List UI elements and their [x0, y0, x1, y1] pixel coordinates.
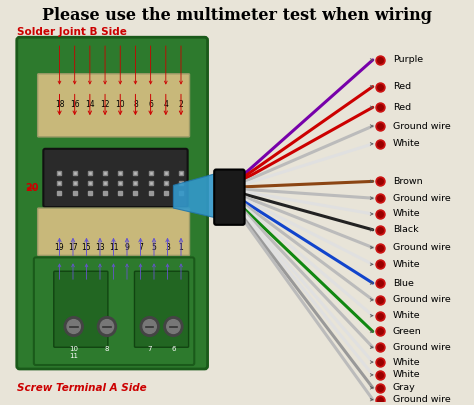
- Text: White: White: [392, 139, 420, 148]
- Text: White: White: [392, 371, 420, 379]
- Circle shape: [143, 320, 156, 333]
- FancyBboxPatch shape: [17, 37, 208, 369]
- Text: 5: 5: [152, 243, 156, 252]
- Text: Ground wire: Ground wire: [392, 194, 450, 202]
- Text: White: White: [392, 311, 420, 320]
- FancyBboxPatch shape: [214, 170, 245, 225]
- Text: 8: 8: [133, 100, 138, 109]
- Text: Red: Red: [392, 103, 411, 112]
- Text: Ground wire: Ground wire: [392, 343, 450, 352]
- Text: 7: 7: [147, 346, 152, 352]
- Text: 14: 14: [85, 100, 95, 109]
- Text: Brown: Brown: [392, 177, 422, 186]
- Circle shape: [167, 320, 180, 333]
- Text: 6: 6: [148, 100, 153, 109]
- Text: White: White: [392, 260, 420, 269]
- FancyBboxPatch shape: [37, 74, 190, 137]
- FancyBboxPatch shape: [34, 258, 194, 365]
- Text: 9: 9: [125, 243, 129, 252]
- Text: Ground wire: Ground wire: [392, 395, 450, 404]
- Text: Blue: Blue: [392, 279, 413, 288]
- Text: 1: 1: [179, 243, 183, 252]
- Text: Solder Joint B Side: Solder Joint B Side: [17, 28, 127, 37]
- Text: Gray: Gray: [392, 383, 415, 392]
- Circle shape: [98, 317, 117, 337]
- Circle shape: [140, 317, 159, 337]
- Text: 13: 13: [95, 243, 105, 252]
- Text: 4: 4: [164, 100, 168, 109]
- Text: White: White: [392, 358, 420, 367]
- Text: White: White: [392, 209, 420, 218]
- Text: 10
11: 10 11: [69, 346, 78, 359]
- FancyBboxPatch shape: [37, 208, 190, 256]
- Text: Red: Red: [392, 82, 411, 91]
- Text: 19: 19: [55, 243, 64, 252]
- Text: 2: 2: [179, 100, 183, 109]
- FancyBboxPatch shape: [54, 271, 108, 347]
- FancyBboxPatch shape: [135, 271, 189, 347]
- Text: 12: 12: [100, 100, 110, 109]
- Circle shape: [164, 317, 183, 337]
- Text: Purple: Purple: [392, 55, 423, 64]
- Text: 18: 18: [55, 100, 64, 109]
- Text: Ground wire: Ground wire: [392, 295, 450, 305]
- Text: Ground wire: Ground wire: [392, 243, 450, 252]
- Text: Please use the multimeter test when wiring: Please use the multimeter test when wiri…: [42, 6, 432, 23]
- Text: 10: 10: [116, 100, 125, 109]
- Text: 20: 20: [25, 183, 39, 193]
- Circle shape: [100, 320, 114, 333]
- Text: 17: 17: [68, 243, 78, 252]
- Text: 3: 3: [165, 243, 170, 252]
- Circle shape: [64, 317, 83, 337]
- FancyBboxPatch shape: [43, 149, 188, 207]
- Text: 11: 11: [109, 243, 118, 252]
- Polygon shape: [173, 173, 216, 218]
- Text: Black: Black: [392, 225, 419, 234]
- Text: Screw Terminal A Side: Screw Terminal A Side: [17, 383, 146, 393]
- Text: 15: 15: [82, 243, 91, 252]
- Text: 6: 6: [171, 346, 176, 352]
- Text: 16: 16: [70, 100, 80, 109]
- Text: 8: 8: [105, 346, 109, 352]
- Text: 7: 7: [138, 243, 143, 252]
- Circle shape: [67, 320, 81, 333]
- Text: Ground wire: Ground wire: [392, 122, 450, 130]
- Text: Green: Green: [392, 327, 421, 336]
